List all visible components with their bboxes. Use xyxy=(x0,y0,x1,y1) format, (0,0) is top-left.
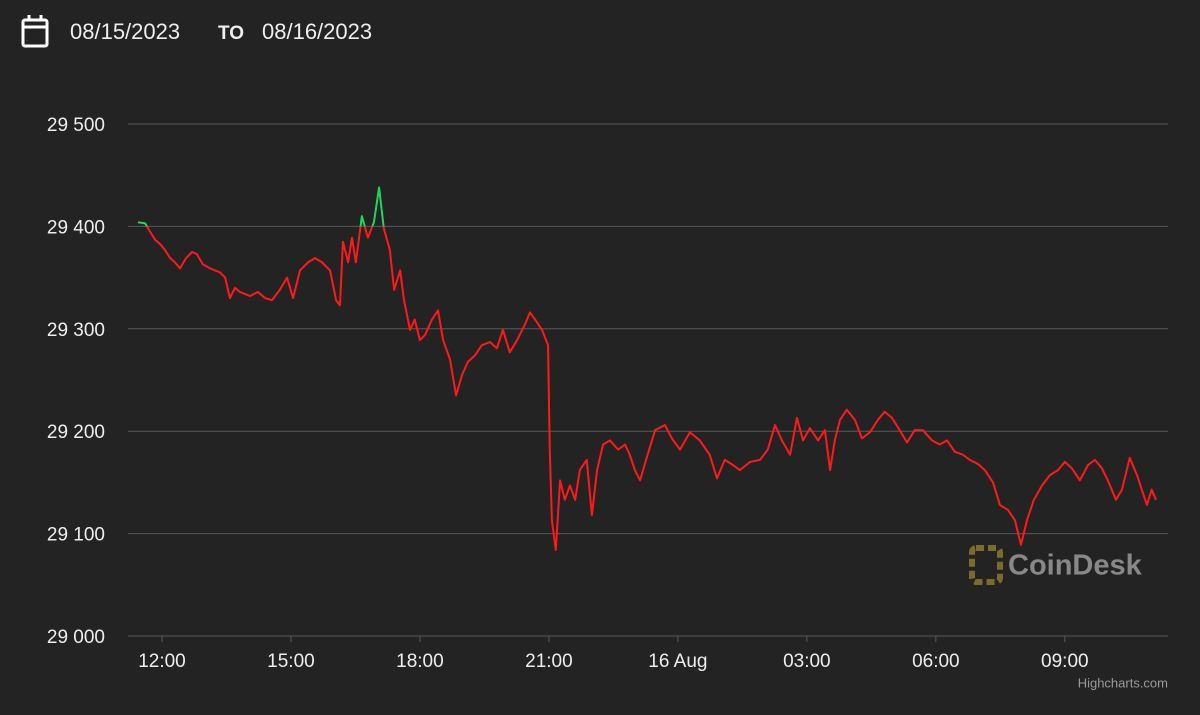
date-separator: TO xyxy=(218,23,244,44)
y-tick-label: 29 000 xyxy=(47,627,105,648)
date-range[interactable]: 08/15/2023 TO 08/16/2023 xyxy=(21,15,372,48)
x-tick-label: 06:00 xyxy=(912,651,960,672)
watermark-text: CoinDesk xyxy=(1008,550,1143,582)
watermark-logo xyxy=(969,545,1003,585)
x-tick-label: 03:00 xyxy=(783,651,831,672)
x-tick-label: 18:00 xyxy=(396,651,444,672)
to-date[interactable]: 08/16/2023 xyxy=(262,19,372,44)
watermark: CoinDesk xyxy=(969,545,1143,585)
price-line-above xyxy=(137,186,385,227)
x-tick-label: 15:00 xyxy=(267,651,315,672)
credits[interactable]: Highcharts.com xyxy=(1078,675,1168,690)
y-tick-label: 29 500 xyxy=(47,115,105,136)
price-line xyxy=(145,226,1157,551)
y-tick-label: 29 100 xyxy=(47,525,105,546)
x-tick-label: 21:00 xyxy=(525,651,573,672)
y-tick-label: 29 300 xyxy=(47,320,105,341)
calendar-icon[interactable] xyxy=(21,18,49,48)
y-tick-label: 29 200 xyxy=(47,422,105,443)
x-tick-label: 09:00 xyxy=(1041,651,1089,672)
x-tick-label: 12:00 xyxy=(138,651,186,672)
y-tick-label: 29 400 xyxy=(47,217,105,238)
x-tick-label: 16 Aug xyxy=(648,651,707,672)
from-date[interactable]: 08/15/2023 xyxy=(70,19,180,44)
